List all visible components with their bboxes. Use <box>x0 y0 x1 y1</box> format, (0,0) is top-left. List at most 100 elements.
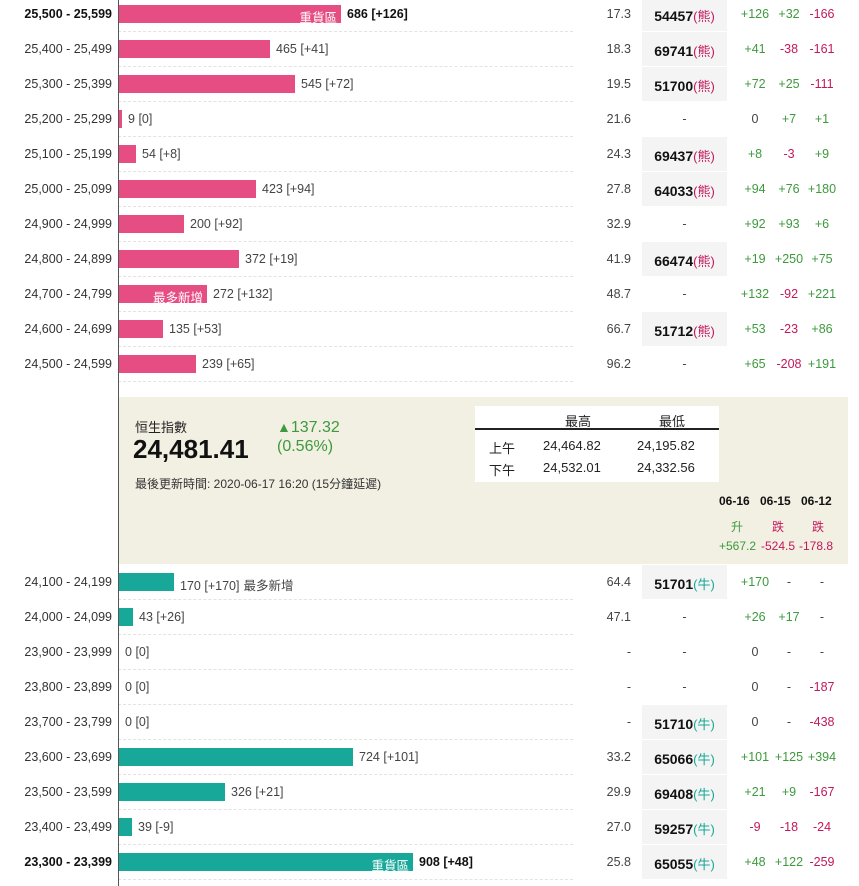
strike-range-row: 24,500 - 24,599 239 [+65] 96.2 - +65 -208 +191 <box>0 346 859 382</box>
outstanding-count: 239 [+65] <box>202 357 255 371</box>
change-day-1: +26 <box>744 610 766 624</box>
change-day-2: +250 <box>774 252 804 266</box>
high-low-header: 最高 最低 <box>475 406 719 430</box>
outstanding-bar: 重貨區 <box>119 853 413 873</box>
up-triangle-icon: ▲ <box>277 419 291 435</box>
code-value: 69408 <box>654 786 694 802</box>
change-day-2: - <box>786 645 792 659</box>
change-day-2: - <box>786 715 792 729</box>
count-value: 686 <box>347 7 368 21</box>
code-value: 65066 <box>654 751 694 767</box>
strike-range: 24,700 - 24,799 <box>24 287 112 301</box>
change-day-1: +72 <box>744 77 766 91</box>
change-day-1: 0 <box>751 112 759 126</box>
strike-range-row: 23,800 - 23,899 0 [0] - - 0 - -187 <box>0 669 859 705</box>
call-level-percent: 32.9 <box>606 217 631 231</box>
row-divider <box>118 381 573 382</box>
warrant-code[interactable]: 64033(熊) <box>642 172 727 206</box>
call-level-percent: 17.3 <box>606 7 631 21</box>
change-day-2: -208 <box>776 357 802 371</box>
code-value: 59257 <box>654 821 694 837</box>
strike-range: 23,600 - 23,699 <box>24 750 112 764</box>
bull-bear-tag: (熊) <box>693 254 715 269</box>
outstanding-count: 545 [+72] <box>301 77 354 91</box>
outstanding-count: 465 [+41] <box>276 42 329 56</box>
strike-range-row: 23,900 - 23,999 0 [0] - - 0 - - <box>0 634 859 670</box>
count-value: 465 <box>276 42 297 56</box>
outstanding-count: 43 [+26] <box>139 610 185 624</box>
strike-range-row: 24,800 - 24,899 372 [+19] 41.9 66474(熊) +19 +… <box>0 241 859 277</box>
day-date: 06-16 <box>719 494 750 508</box>
row-divider <box>118 101 573 102</box>
warrant-code[interactable]: 59257(牛) <box>642 810 727 844</box>
count-delta: [+53] <box>193 322 222 336</box>
change-day-3: +86 <box>811 322 833 336</box>
warrant-code[interactable]: 69408(牛) <box>642 775 727 809</box>
change-day-3: -166 <box>809 7 835 21</box>
code-value: 51712 <box>654 323 694 339</box>
call-level-percent: 29.9 <box>606 785 631 799</box>
warrant-code[interactable]: 69741(熊) <box>642 32 727 66</box>
count-delta: [+48] <box>443 855 473 869</box>
row-divider <box>118 206 573 207</box>
bull-bear-tag: (牛) <box>693 717 715 732</box>
warrant-code: - <box>642 600 727 634</box>
day-change: -524.5 <box>761 539 796 553</box>
strike-range: 24,000 - 24,099 <box>24 610 112 624</box>
call-level-percent: 27.0 <box>606 820 631 834</box>
warrant-code[interactable]: 65055(牛) <box>642 845 727 879</box>
call-level-percent: 24.3 <box>606 147 631 161</box>
outstanding-bar <box>119 573 174 591</box>
count-delta: [+41] <box>300 42 329 56</box>
bar-axis-line <box>118 0 119 886</box>
outstanding-bar <box>119 40 270 58</box>
change-day-1: 0 <box>751 715 759 729</box>
strike-range-row: 24,000 - 24,099 43 [+26] 47.1 - +26 +17 - <box>0 599 859 635</box>
change-day-1: +8 <box>747 147 763 161</box>
row-divider <box>118 66 573 67</box>
warrant-code[interactable]: 51712(熊) <box>642 312 727 346</box>
warrant-code[interactable]: 51710(牛) <box>642 705 727 739</box>
count-delta: [+65] <box>226 357 255 371</box>
strike-range-row: 25,200 - 25,299 9 [0] 21.6 - 0 +7 +1 <box>0 101 859 137</box>
strike-range: 25,500 - 25,599 <box>24 7 112 21</box>
count-delta: [0] <box>138 112 153 126</box>
strike-range-row: 25,300 - 25,399 545 [+72] 19.5 51700(熊) +72 +… <box>0 66 859 102</box>
change-day-1: -9 <box>749 820 761 834</box>
call-level-percent: 25.8 <box>606 855 631 869</box>
change-day-2: -3 <box>783 147 795 161</box>
count-value: 272 <box>213 287 234 301</box>
outstanding-count: 372 [+19] <box>245 252 298 266</box>
count-value: 43 <box>139 610 153 624</box>
count-value: 135 <box>169 322 190 336</box>
call-level-percent: 33.2 <box>606 750 631 764</box>
change-day-3: +221 <box>807 287 837 301</box>
warrant-code[interactable]: 51700(熊) <box>642 67 727 101</box>
warrant-code[interactable]: 66474(熊) <box>642 242 727 276</box>
warrant-code[interactable]: 51701(牛) <box>642 565 727 599</box>
count-delta: [+8] <box>159 147 181 161</box>
count-value: 372 <box>245 252 266 266</box>
strike-range-row: 23,400 - 23,499 39 [-9] 27.0 59257(牛) -9 -18-… <box>0 809 859 845</box>
count-delta: [+132] <box>237 287 273 301</box>
strike-range-row: 24,900 - 24,999 200 [+92] 32.9 - +92 +93 +6 <box>0 206 859 242</box>
count-value: 0 <box>125 715 132 729</box>
strike-range-row: 25,400 - 25,499 465 [+41] 18.3 69741(熊) +41-… <box>0 31 859 67</box>
change-day-1: +94 <box>744 182 766 196</box>
strike-range: 23,400 - 23,499 <box>24 820 112 834</box>
warrant-code[interactable]: 69437(熊) <box>642 137 727 171</box>
change-day-1: +126 <box>740 7 770 21</box>
bull-bear-tag: (熊) <box>693 324 715 339</box>
strike-range-row: 24,700 - 24,799 最多新增 272 [+132] 48.7 - +132 -9… <box>0 276 859 312</box>
row-divider <box>118 844 573 845</box>
outstanding-count: 39 [-9] <box>138 820 173 834</box>
change-day-3: -111 <box>810 77 834 91</box>
bull-bear-tag: (牛) <box>693 577 715 592</box>
warrant-code[interactable]: 65066(牛) <box>642 740 727 774</box>
change-day-2: - <box>786 575 792 589</box>
bull-bear-tag: (牛) <box>693 857 715 872</box>
outstanding-bar <box>119 110 122 128</box>
change-day-1: +101 <box>740 750 770 764</box>
warrant-code[interactable]: 54457(熊) <box>642 0 727 31</box>
